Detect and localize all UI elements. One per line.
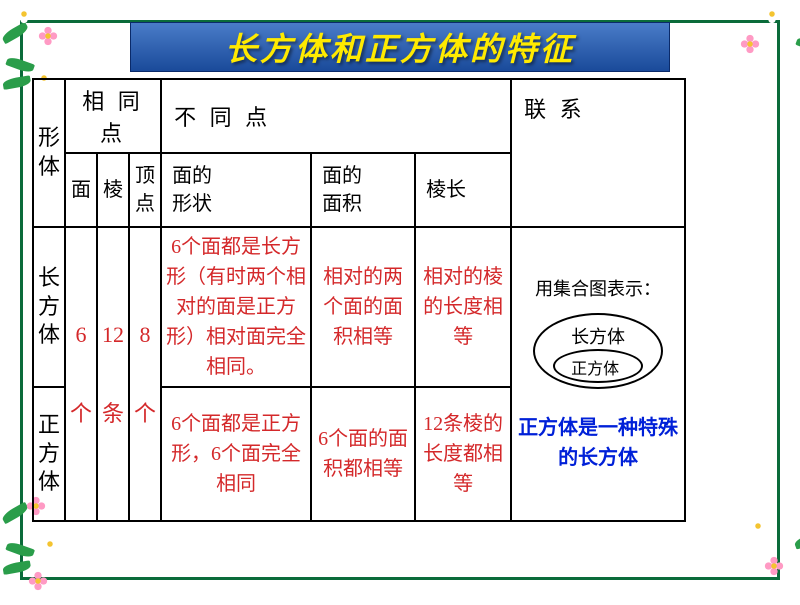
subheader-face: 面 xyxy=(65,153,97,227)
floral-decoration-top-right xyxy=(715,0,800,115)
cell-cuboid-face-area: 相对的两个面的面积相等 xyxy=(311,227,415,387)
subheader-edge: 棱 xyxy=(97,153,129,227)
subheader-face-shape: 面的 形状 xyxy=(161,153,311,227)
venn-label-cuboid: 长方体 xyxy=(571,323,625,349)
row-cube-label: 正方体 xyxy=(33,387,65,521)
subheader-edge-len: 棱长 xyxy=(415,153,511,227)
header-shape: 形体 xyxy=(33,79,65,227)
row-cuboid-label: 长方体 xyxy=(33,227,65,387)
venn-diagram: 长方体 正方体 xyxy=(523,309,673,399)
cell-cuboid-edge-len: 相对的棱的长度相等 xyxy=(415,227,511,387)
cell-faces-count: 6 个 xyxy=(65,227,97,521)
cell-relation: 用集合图表示： 长方体 正方体 正方体是一种特殊的长方体 xyxy=(511,227,685,521)
header-relation: 联 系 xyxy=(511,79,685,227)
cell-cuboid-face-shape: 6个面都是长方形（有时两个相对的面是正方形）相对面完全相同。 xyxy=(161,227,311,387)
relation-intro: 用集合图表示： xyxy=(516,275,680,301)
cell-vertices-count: 8 个 xyxy=(129,227,161,521)
floral-decoration-bottom-right xyxy=(715,485,800,605)
slide-title: 长方体和正方体的特征 xyxy=(225,24,575,70)
title-bar: 长方体和正方体的特征 xyxy=(130,22,670,72)
venn-label-cube: 正方体 xyxy=(571,355,619,379)
cell-cube-face-area: 6个面的面积都相等 xyxy=(311,387,415,521)
header-diff: 不 同 点 xyxy=(161,79,511,153)
cell-edges-count: 12 条 xyxy=(97,227,129,521)
subheader-vertex: 顶点 xyxy=(129,153,161,227)
header-same: 相 同 点 xyxy=(65,79,161,153)
cell-cube-face-shape: 6个面都是正方形，6个面完全相同 xyxy=(161,387,311,521)
subheader-face-area: 面的 面积 xyxy=(311,153,415,227)
cell-cube-edge-len: 12条棱的长度都相等 xyxy=(415,387,511,521)
comparison-table: 形体 相 同 点 不 同 点 联 系 面 棱 顶点 面的 形状 面的 面积 棱长… xyxy=(32,78,686,522)
relation-conclusion: 正方体是一种特殊的长方体 xyxy=(516,413,680,473)
